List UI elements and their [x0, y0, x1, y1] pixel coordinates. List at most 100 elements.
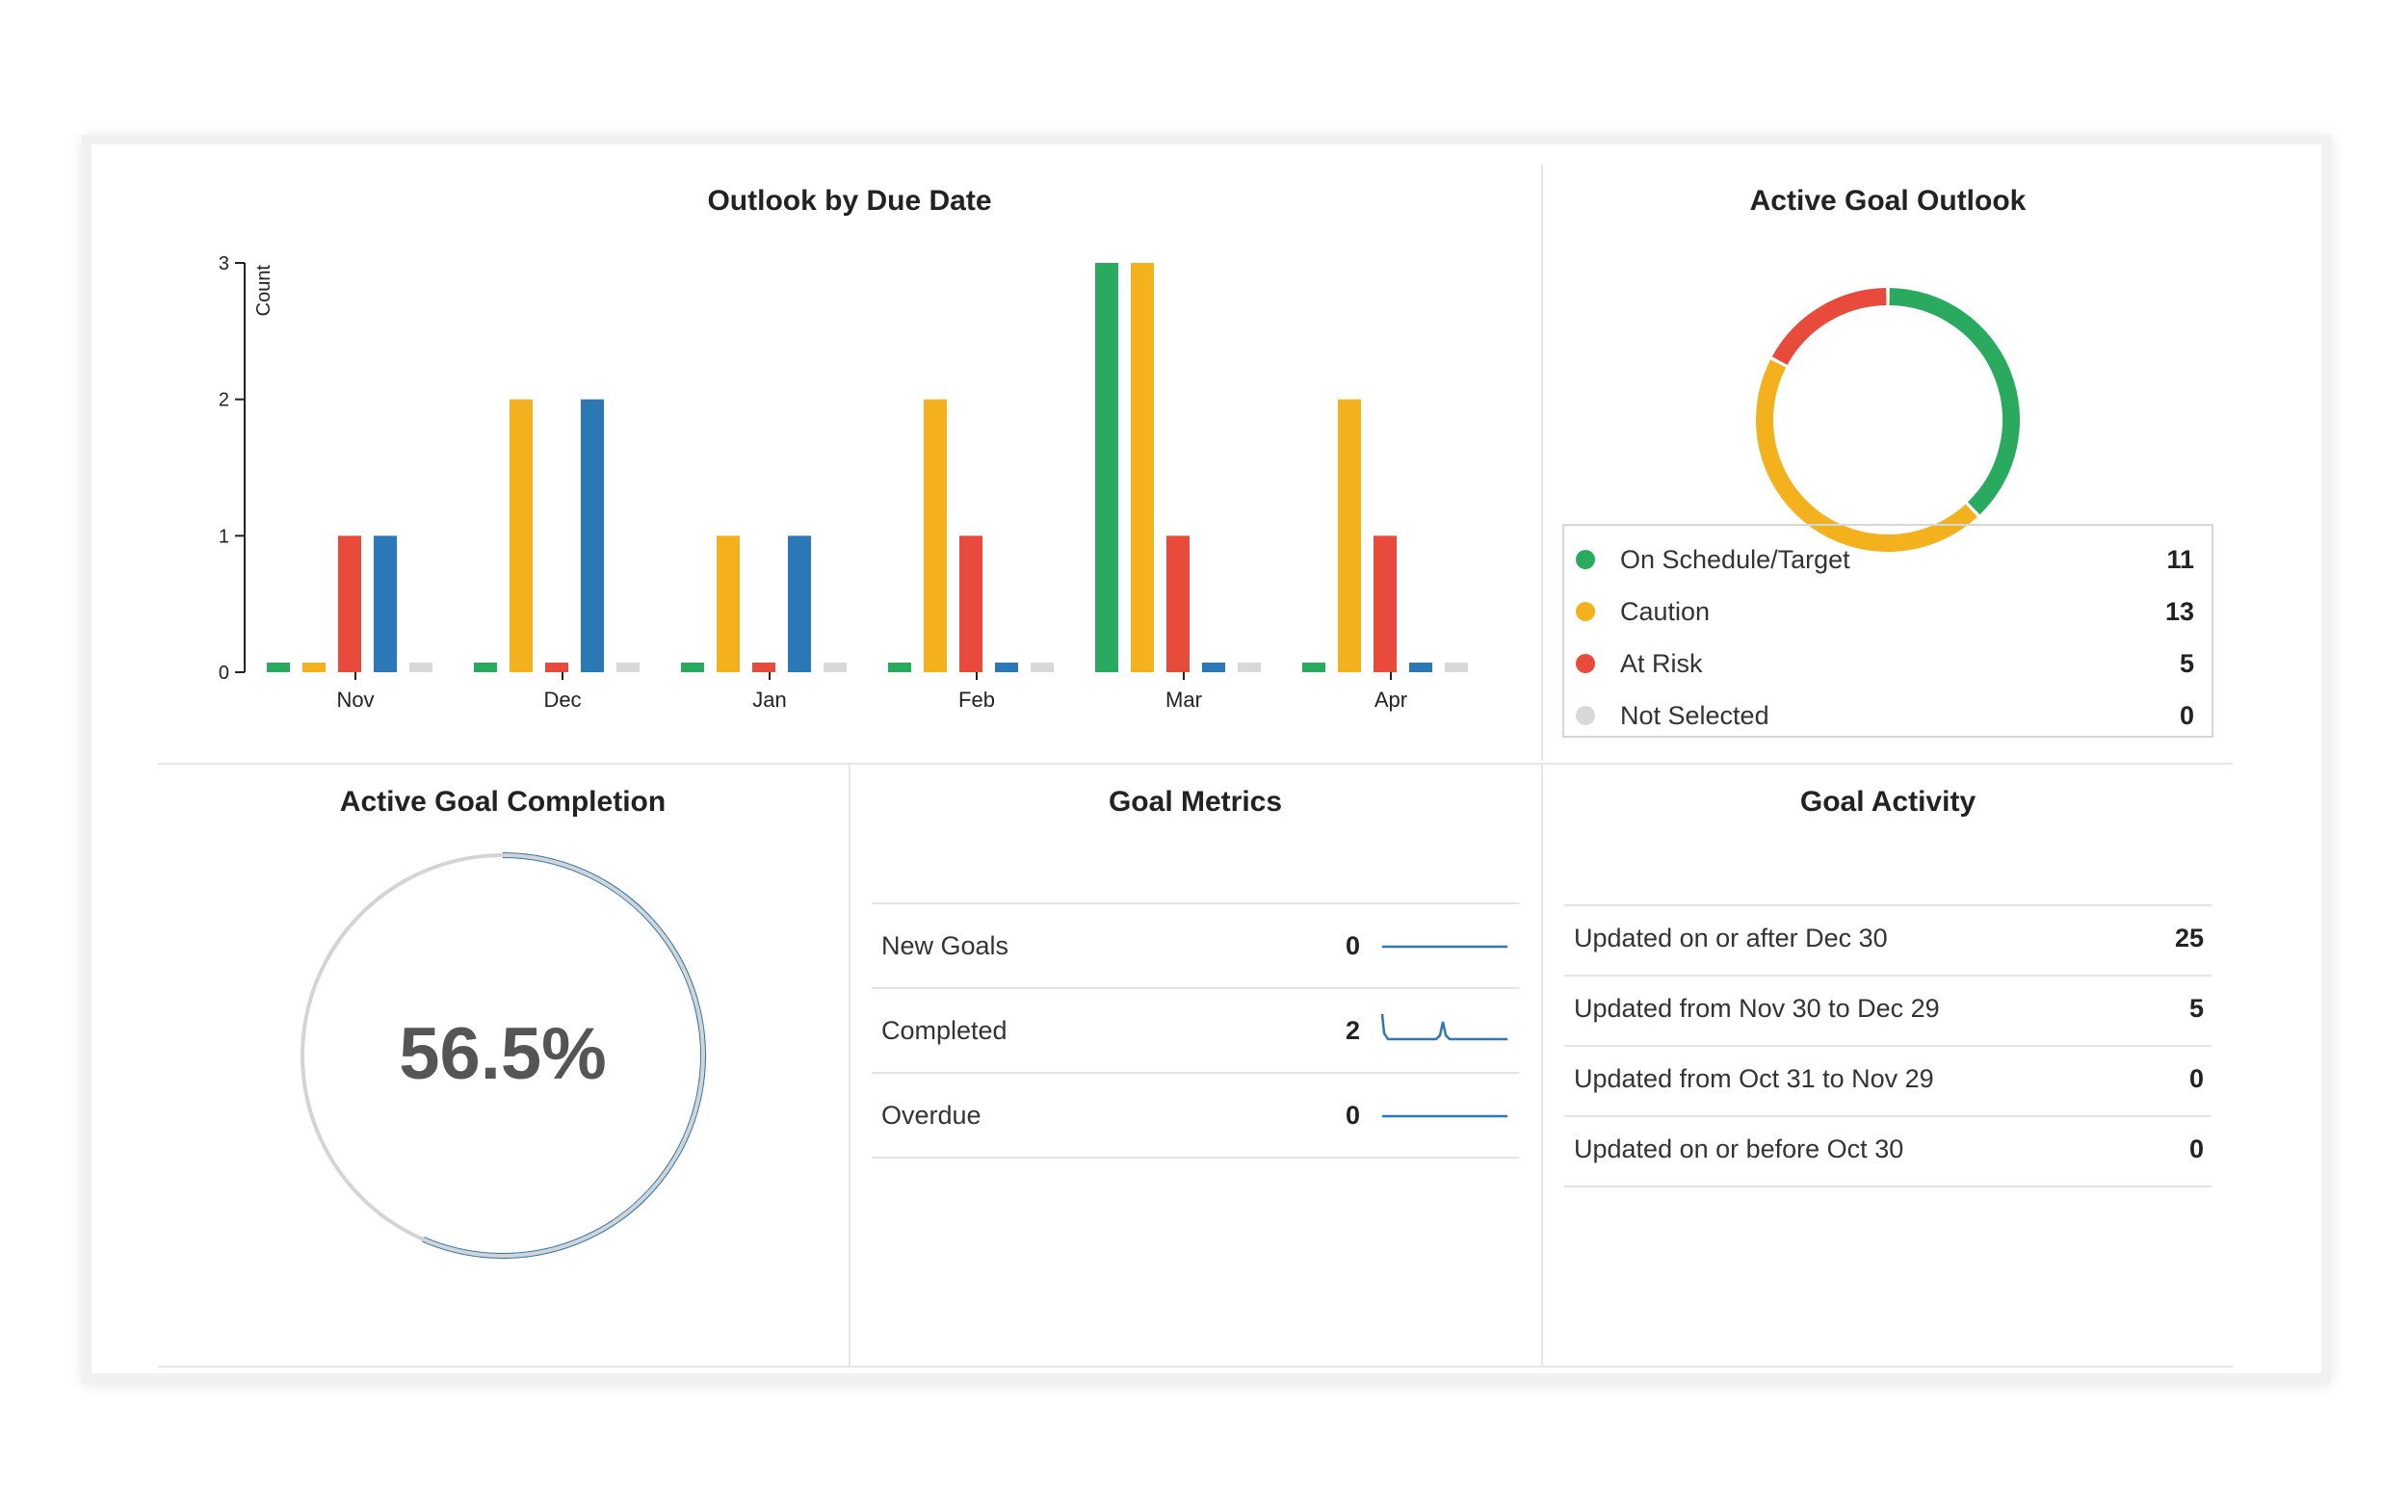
- legend-dot-icon: [1576, 706, 1595, 725]
- x-tick-label: Nov: [336, 688, 374, 712]
- outlook-by-due-date-panel: Outlook by Due Date 0 1 2 3 Count Nov Dec Jan Fe…: [158, 164, 1541, 761]
- bar[interactable]: [959, 535, 982, 672]
- legend-dot-icon: [1576, 602, 1595, 621]
- divider-vertical-bottom-right: [1541, 765, 1543, 1366]
- divider-vertical-bottom-left: [849, 765, 851, 1366]
- bar[interactable]: [1374, 535, 1397, 672]
- legend-label: At Risk: [1620, 648, 1703, 678]
- outlook-bar-chart: 0 1 2 3 Count Nov Dec Jan Feb Mar Apr: [219, 253, 1468, 712]
- activity-row-before-oct-30[interactable]: Updated on or before Oct 30 0: [1564, 1115, 2212, 1186]
- bar[interactable]: [717, 535, 740, 672]
- metrics-rows-bottom-border: [872, 1157, 1519, 1159]
- bar[interactable]: [995, 663, 1018, 672]
- x-tick-label: Apr: [1374, 688, 1407, 712]
- bar[interactable]: [1238, 663, 1261, 672]
- bar[interactable]: [616, 663, 640, 672]
- bar[interactable]: [1338, 399, 1361, 672]
- metric-row-completed[interactable]: Completed 2: [872, 987, 1519, 1072]
- bar[interactable]: [788, 535, 811, 672]
- activity-label: Updated from Oct 31 to Nov 29: [1574, 1064, 1934, 1093]
- y-tick-label: 0: [219, 663, 229, 684]
- legend-label: Caution: [1620, 596, 1711, 626]
- divider-vertical-top: [1541, 164, 1543, 761]
- activity-rows-bottom-border: [1564, 1186, 2212, 1187]
- divider-horizontal-bottom: [158, 1366, 2233, 1368]
- bar[interactable]: [510, 399, 533, 672]
- activity-value: 25: [2174, 924, 2204, 952]
- x-tick-label: Jan: [752, 688, 786, 712]
- donut-slice[interactable]: [1771, 288, 1887, 366]
- donut-slice[interactable]: [1756, 359, 1977, 552]
- bar[interactable]: [1202, 663, 1225, 672]
- bar[interactable]: [752, 663, 775, 672]
- metric-value: 0: [1346, 1100, 1361, 1130]
- activity-value: 0: [2188, 1134, 2204, 1163]
- x-tick-label: Mar: [1165, 688, 1202, 712]
- legend-item-at-risk[interactable]: At Risk 5: [1576, 638, 2194, 690]
- bar[interactable]: [302, 663, 326, 672]
- activity-value: 5: [2188, 994, 2204, 1023]
- bar[interactable]: [267, 663, 290, 672]
- activity-label: Updated on or before Oct 30: [1574, 1134, 1904, 1163]
- legend-dot-icon: [1576, 550, 1595, 569]
- bar[interactable]: [338, 535, 361, 672]
- active-goal-completion-panel: Active Goal Completion 56.5%: [158, 765, 848, 1366]
- active-goal-outlook-title: Active Goal Outlook: [1749, 185, 2027, 217]
- bar[interactable]: [409, 663, 432, 672]
- metric-row-new-goals[interactable]: New Goals 0: [872, 902, 1519, 987]
- legend-item-not-selected[interactable]: Not Selected 0: [1576, 690, 2194, 742]
- sparkline-new-goals: [1382, 945, 1507, 949]
- legend-count: 11: [2166, 544, 2194, 574]
- x-tick-label: Feb: [958, 688, 995, 712]
- legend-item-on-schedule[interactable]: On Schedule/Target 11: [1576, 534, 2194, 586]
- sparkline-overdue: [1382, 1114, 1507, 1118]
- goal-metrics-title: Goal Metrics: [1108, 786, 1283, 818]
- activity-row-after-dec-30[interactable]: Updated on or after Dec 30 25: [1564, 904, 2212, 975]
- bar[interactable]: [545, 663, 568, 672]
- completion-track: [301, 853, 705, 1258]
- bar[interactable]: [824, 663, 847, 672]
- bar[interactable]: [374, 535, 397, 672]
- bar[interactable]: [1095, 263, 1118, 672]
- completion-percent-text: 56.5%: [399, 1013, 607, 1095]
- active-goal-completion-title: Active Goal Completion: [339, 786, 667, 818]
- outlook-by-due-date-title: Outlook by Due Date: [707, 185, 992, 217]
- bar[interactable]: [888, 663, 911, 672]
- dashboard-card: [82, 135, 2331, 1383]
- bar[interactable]: [924, 399, 947, 672]
- y-tick-label: 3: [219, 253, 229, 274]
- bar[interactable]: [1031, 663, 1054, 672]
- metric-label: Completed: [881, 1015, 1008, 1045]
- metric-label: New Goals: [881, 930, 1009, 960]
- bar[interactable]: [1302, 663, 1325, 672]
- bar[interactable]: [1445, 663, 1468, 672]
- legend-label: On Schedule/Target: [1620, 544, 1850, 574]
- activity-label: Updated from Nov 30 to Dec 29: [1574, 994, 1940, 1023]
- bar[interactable]: [1131, 263, 1154, 672]
- bar[interactable]: [1409, 663, 1432, 672]
- metric-value: 2: [1346, 1015, 1361, 1045]
- legend-count: 5: [2179, 648, 2194, 678]
- bar[interactable]: [581, 399, 604, 672]
- legend-count: 13: [2164, 596, 2194, 626]
- y-axis-label: Count: [253, 265, 275, 317]
- donut-slice[interactable]: [1889, 288, 2020, 515]
- bar[interactable]: [681, 663, 704, 672]
- legend-dot-icon: [1576, 654, 1595, 673]
- legend-item-caution[interactable]: Caution 13: [1576, 586, 2194, 638]
- metric-label: Overdue: [881, 1100, 982, 1130]
- metric-row-overdue[interactable]: Overdue 0: [872, 1072, 1519, 1157]
- sparkline-completed: [1380, 1013, 1507, 1041]
- divider-horizontal-middle: [158, 763, 2233, 765]
- y-tick-label: 2: [219, 390, 229, 411]
- bar[interactable]: [474, 663, 497, 672]
- bar[interactable]: [1166, 535, 1190, 672]
- activity-label: Updated on or after Dec 30: [1574, 924, 1888, 952]
- legend-label: Not Selected: [1620, 700, 1769, 730]
- active-goal-outlook-panel: Active Goal Outlook: [1543, 164, 2233, 761]
- activity-row-nov-30-dec-29[interactable]: Updated from Nov 30 to Dec 29 5: [1564, 975, 2212, 1045]
- activity-value: 0: [2188, 1064, 2204, 1093]
- metric-value: 0: [1346, 930, 1361, 960]
- activity-row-oct-31-nov-29[interactable]: Updated from Oct 31 to Nov 29 0: [1564, 1045, 2212, 1115]
- goal-metrics-panel: Goal Metrics: [851, 765, 1540, 1366]
